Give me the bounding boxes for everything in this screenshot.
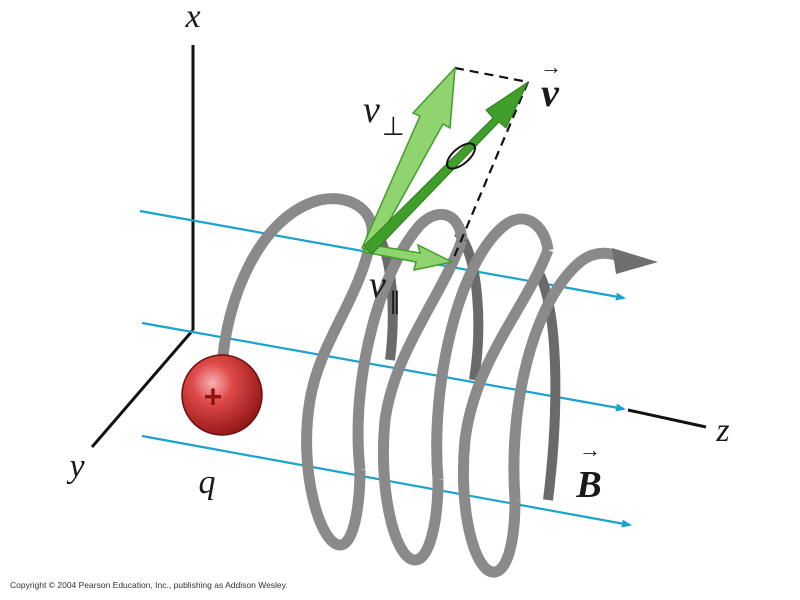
charge-ball: [181, 354, 263, 436]
v-par-subscript: ∥: [389, 289, 401, 315]
v-perp-subscript: ⊥: [382, 112, 405, 141]
axes: [90, 45, 707, 448]
helix-trajectory: [216, 193, 628, 578]
y-axis-label: y: [66, 448, 85, 485]
field-label: B: [575, 464, 601, 506]
v-perp-label: v: [363, 89, 380, 131]
dashed-right: [450, 81, 530, 263]
dashed-top: [454, 66, 529, 84]
copyright-notice: Copyright © 2004 Pearson Education, Inc.…: [10, 580, 288, 590]
charge-sign: +: [204, 378, 223, 414]
field-arrow-accent: →: [579, 437, 601, 462]
x-axis-label: x: [184, 0, 200, 35]
v-total-arrow: [363, 80, 530, 255]
charge: +: [181, 354, 263, 436]
velocity-vectors: [361, 65, 530, 271]
v-par-label: v: [369, 264, 386, 306]
charge-label: q: [199, 464, 216, 501]
z-axis-line: [627, 408, 707, 429]
rotation-indicator-icon: [445, 142, 477, 170]
z-axis-label: z: [715, 412, 729, 449]
velocity-label: v: [541, 70, 560, 115]
y-axis-line: [90, 329, 195, 448]
helix-arrowhead: [612, 248, 658, 274]
velocity-arrow-accent: →: [540, 54, 562, 79]
